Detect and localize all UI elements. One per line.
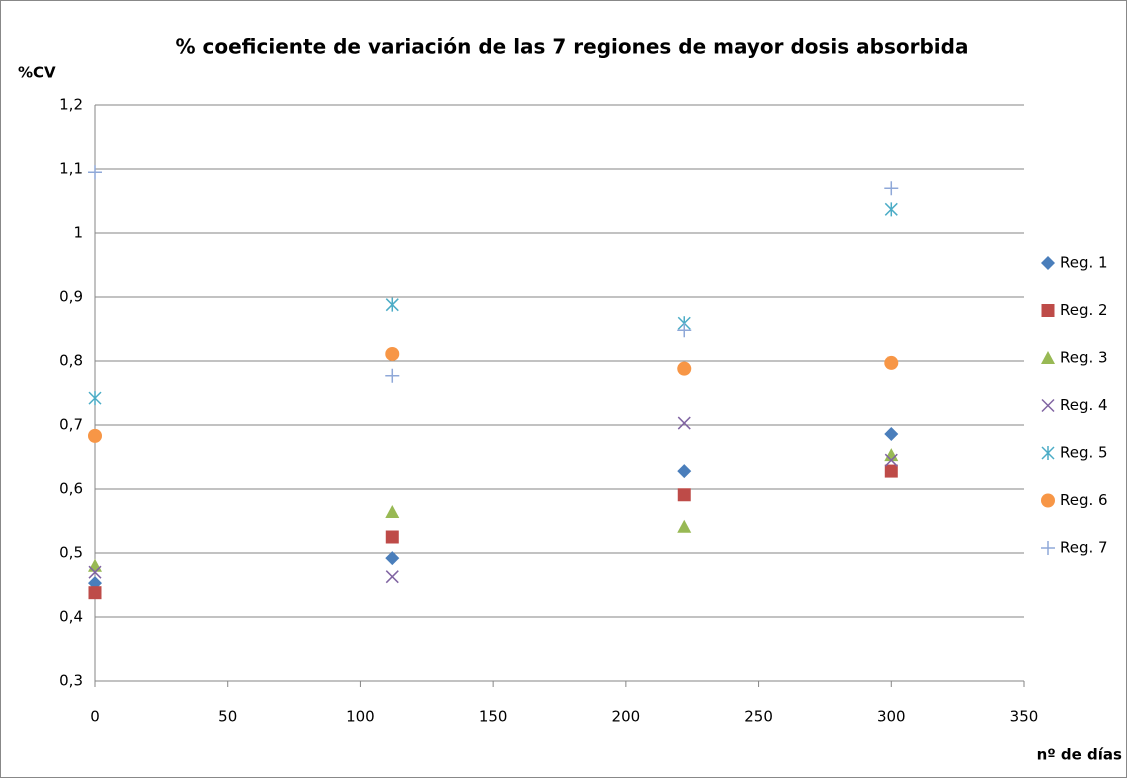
marker — [88, 165, 102, 180]
x-tick-label: 100 — [346, 708, 375, 726]
legend-label: Reg. 6 — [1060, 491, 1108, 509]
marker — [884, 426, 899, 441]
marker — [884, 448, 899, 462]
legend-label: Reg. 5 — [1060, 444, 1108, 462]
legend-marker — [1041, 256, 1055, 270]
x-tick-label: 150 — [479, 708, 508, 726]
y-tick-label: 0,4 — [59, 608, 83, 626]
marker — [677, 464, 692, 479]
marker — [677, 488, 691, 502]
legend-label: Reg. 4 — [1060, 396, 1108, 414]
y-tick-label: 1,1 — [59, 160, 83, 178]
legend-marker — [1041, 398, 1055, 413]
y-tick-label: 0,6 — [59, 480, 83, 498]
legend-label: Reg. 1 — [1060, 254, 1108, 272]
marker — [677, 519, 692, 533]
y-tick-label: 1,2 — [59, 96, 83, 114]
marker — [385, 297, 399, 312]
marker — [884, 181, 899, 196]
x-tick-label: 250 — [744, 708, 773, 726]
x-tick-label: 350 — [1010, 708, 1039, 726]
marker — [884, 202, 898, 217]
chart-title: % coeficiente de variación de las 7 regi… — [176, 35, 969, 59]
legend-marker — [1041, 446, 1055, 460]
x-tick-label: 200 — [612, 708, 641, 726]
legend-label: Reg. 7 — [1060, 539, 1108, 557]
x-tick-label: 300 — [877, 708, 906, 726]
y-tick-label: 1 — [73, 224, 83, 242]
marker — [88, 565, 102, 579]
legend-marker — [1041, 493, 1055, 508]
marker — [677, 361, 692, 376]
marker — [88, 391, 102, 406]
marker — [385, 570, 399, 584]
marker — [884, 355, 899, 370]
y-axis-label: %CV — [18, 64, 56, 82]
x-tick-label: 0 — [90, 708, 100, 726]
y-tick-label: 0,7 — [59, 416, 83, 434]
x-axis-label: nº de días — [1037, 746, 1122, 764]
marker — [385, 551, 400, 566]
marker — [884, 453, 898, 467]
legend-label: Reg. 3 — [1060, 349, 1108, 367]
marker — [88, 428, 102, 443]
marker — [385, 530, 399, 544]
legend-marker — [1041, 304, 1055, 317]
y-tick-label: 0,9 — [59, 288, 83, 306]
legend-marker — [1041, 541, 1055, 555]
x-tick-label: 50 — [218, 708, 237, 726]
marker — [677, 323, 692, 338]
marker — [385, 346, 400, 361]
y-tick-label: 0,3 — [59, 672, 83, 690]
y-tick-label: 0,5 — [59, 544, 83, 562]
y-tick-label: 0,8 — [59, 352, 83, 370]
marker — [884, 464, 898, 478]
legend-marker — [1041, 351, 1055, 364]
marker — [88, 586, 102, 600]
marker — [385, 368, 400, 383]
marker — [677, 416, 691, 430]
marker — [385, 505, 400, 519]
legend-label: Reg. 2 — [1060, 301, 1108, 319]
